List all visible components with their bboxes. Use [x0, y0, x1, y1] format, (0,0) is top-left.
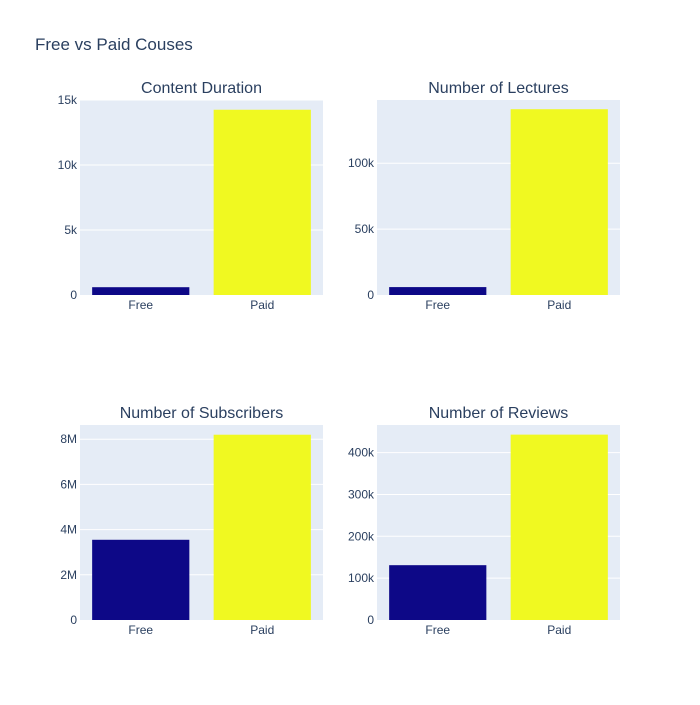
y-tick-label: 200k — [348, 529, 375, 543]
y-tick-label: 0 — [367, 613, 374, 627]
x-tick-label: Free — [425, 623, 450, 637]
y-tick-label: 0 — [70, 288, 77, 302]
y-tick-label: 0 — [70, 613, 77, 627]
x-tick-label: Paid — [250, 298, 274, 312]
subplot-title: Content Duration — [141, 80, 262, 97]
y-tick-label: 100k — [348, 571, 375, 585]
subplot-2: 0 50k 100k Free Paid Number of Lectures — [348, 80, 620, 312]
y-tick-label: 10k — [58, 158, 78, 172]
y-tick-label: 8M — [60, 432, 77, 446]
bar-free — [92, 539, 190, 620]
y-tick-label: 6M — [60, 477, 77, 491]
bar-paid — [510, 434, 608, 620]
y-tick-label: 50k — [355, 222, 375, 236]
y-tick-label: 4M — [60, 523, 77, 537]
y-tick-label: 0 — [367, 288, 374, 302]
figure-title: Free vs Paid Couses — [35, 35, 193, 54]
bar-free — [92, 287, 190, 295]
subplot-4: 0 100k 200k 300k 400k Free Paid Number of Revie… — [348, 405, 620, 637]
subplot-3: 0 2M 4M 6M 8M Free Paid Number of Subscribers — [60, 405, 323, 637]
y-tick-label: 5k — [64, 223, 78, 237]
subplot-title: Number of Subscribers — [120, 405, 284, 422]
y-tick-label: 2M — [60, 568, 77, 582]
x-tick-label: Free — [425, 298, 450, 312]
bar-paid — [213, 434, 311, 620]
x-tick-label: Free — [128, 298, 153, 312]
bar-paid — [510, 109, 608, 295]
x-tick-label: Paid — [547, 298, 571, 312]
y-tick-label: 400k — [348, 446, 375, 460]
subplot-title: Number of Reviews — [429, 405, 569, 422]
subplot-title: Number of Lectures — [428, 80, 569, 97]
bar-paid — [213, 109, 311, 295]
subplot-1: 0 5k 10k 15k Free Paid Content Duration — [58, 80, 323, 312]
bar-free — [389, 287, 487, 295]
y-tick-label: 15k — [58, 93, 78, 107]
subplots: 0 5k 10k 15k Free Paid Content Duration 0 50k 100… — [58, 80, 620, 637]
x-tick-label: Paid — [250, 623, 274, 637]
x-tick-label: Paid — [547, 623, 571, 637]
y-tick-label: 100k — [348, 156, 375, 170]
y-tick-label: 300k — [348, 487, 375, 501]
x-tick-label: Free — [128, 623, 153, 637]
bar-free — [389, 565, 487, 620]
